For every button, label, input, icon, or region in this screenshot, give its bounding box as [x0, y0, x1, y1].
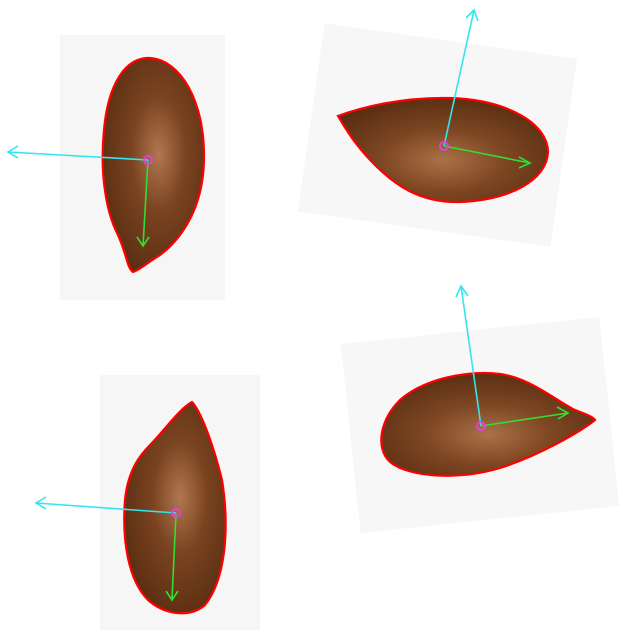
seed: [336, 8, 550, 204]
seed: [380, 284, 597, 477]
seed: [6, 56, 206, 274]
seed: [34, 400, 227, 615]
